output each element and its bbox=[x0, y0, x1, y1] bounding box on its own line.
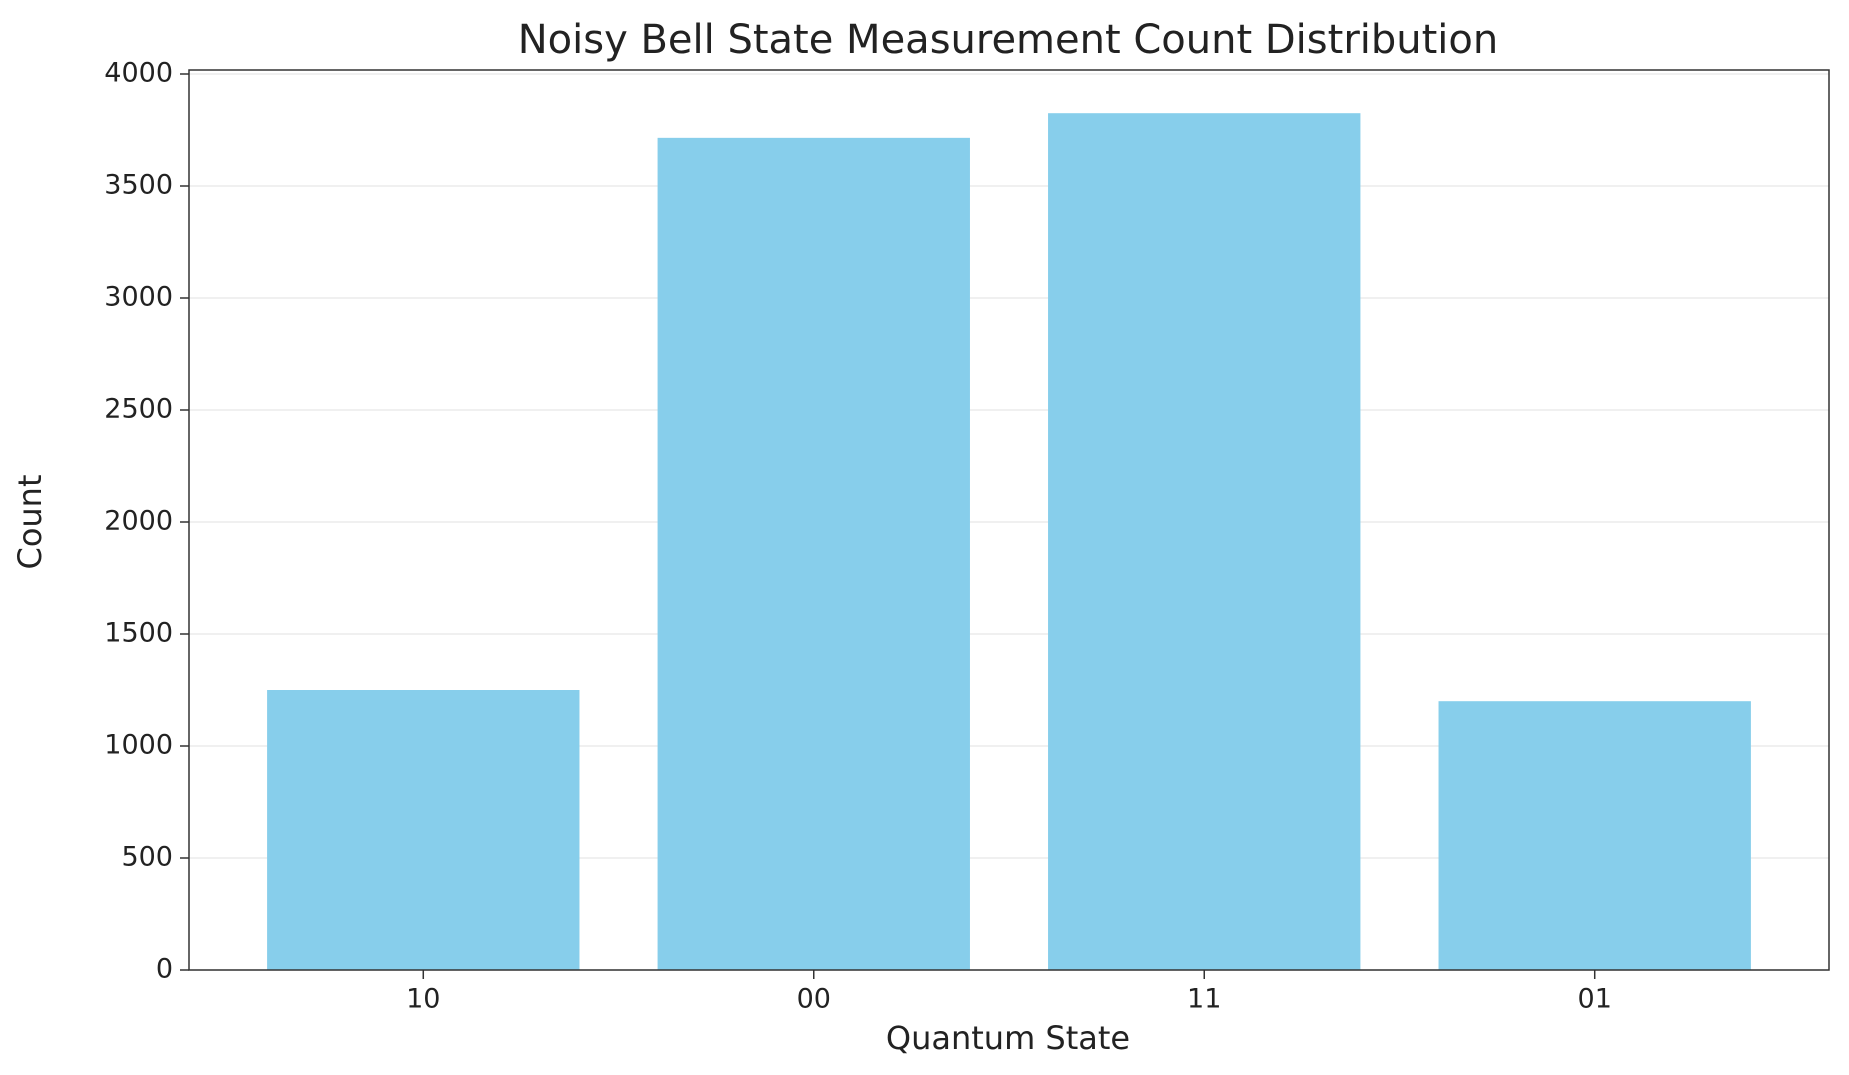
y-tick-label: 0 bbox=[156, 954, 173, 985]
x-tick-label: 10 bbox=[406, 984, 440, 1015]
x-tick-label: 11 bbox=[1187, 984, 1221, 1015]
y-tick-label: 2500 bbox=[104, 394, 173, 425]
y-tick-label: 3000 bbox=[104, 282, 173, 313]
x-tick-label: 01 bbox=[1578, 984, 1612, 1015]
y-tick-label: 4000 bbox=[104, 58, 173, 89]
y-tick-label: 500 bbox=[121, 842, 173, 873]
y-tick-label: 1500 bbox=[104, 618, 173, 649]
bar bbox=[1048, 113, 1361, 970]
y-tick-label: 3500 bbox=[104, 170, 173, 201]
bar bbox=[267, 690, 580, 970]
chart-title: Noisy Bell State Measurement Count Distr… bbox=[518, 17, 1499, 63]
bar bbox=[657, 137, 970, 971]
y-axis-title: Count bbox=[11, 474, 49, 569]
bar bbox=[1438, 701, 1751, 970]
plot-frame bbox=[188, 69, 1830, 971]
y-tick-label: 1000 bbox=[104, 730, 173, 761]
x-axis-title: Quantum State bbox=[886, 1019, 1130, 1057]
y-tick-label: 2000 bbox=[104, 506, 173, 537]
x-tick-label: 00 bbox=[797, 984, 831, 1015]
